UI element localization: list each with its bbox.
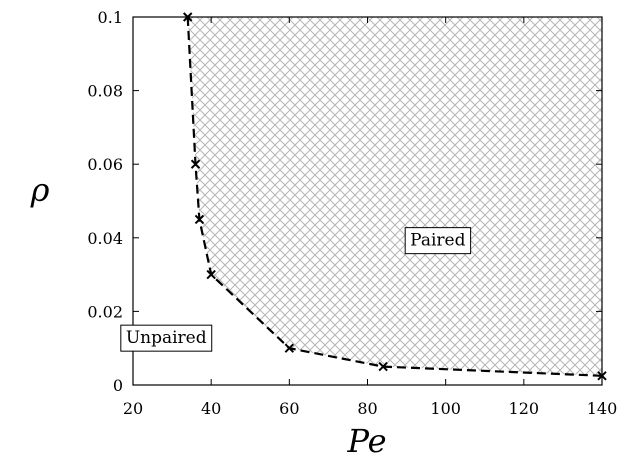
region-label: Paired: [410, 231, 465, 251]
x-tick-label: 140: [587, 399, 618, 418]
region-label: Unpaired: [126, 328, 207, 348]
paired-region-hatch: [187, 17, 602, 376]
x-tick-label: 100: [430, 399, 461, 418]
y-axis-title: ρ: [30, 171, 50, 209]
data-point-marker: [190, 159, 201, 169]
y-tick-label: 0.1: [98, 8, 123, 27]
x-tick-label: 40: [201, 399, 221, 418]
region-label-box: Unpaired: [120, 324, 213, 352]
x-tick-label: 80: [357, 399, 377, 418]
x-axis-title: Pe: [346, 422, 386, 460]
x-tick-label: 20: [123, 399, 143, 418]
data-point-marker: [206, 269, 216, 280]
y-tick-label: 0: [113, 376, 123, 395]
data-point-marker: [378, 361, 388, 372]
x-tick-label: 120: [509, 399, 540, 418]
y-tick-label: 0.08: [87, 82, 123, 101]
y-tick-label: 0.06: [87, 155, 123, 174]
y-tick-label: 0.04: [87, 229, 123, 248]
data-point-marker: [284, 343, 295, 353]
data-point-marker: [194, 214, 205, 225]
y-tick-label: 0.02: [87, 302, 123, 321]
region-label-box: Paired: [404, 227, 472, 255]
x-tick-label: 60: [279, 399, 299, 418]
